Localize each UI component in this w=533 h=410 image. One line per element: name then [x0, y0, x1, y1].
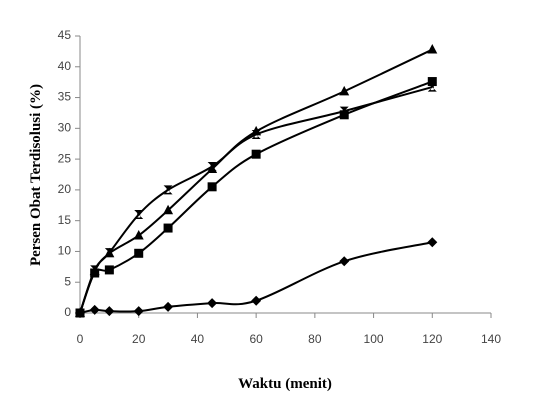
marker: [251, 129, 261, 139]
marker: [134, 210, 144, 220]
marker: [133, 229, 144, 240]
marker: [90, 265, 100, 275]
y-tick-label: 15: [58, 213, 72, 227]
marker: [163, 204, 174, 215]
series-line: [79, 80, 433, 314]
marker: [427, 237, 438, 248]
marker: [134, 248, 144, 258]
marker: [339, 256, 350, 267]
marker: [207, 182, 217, 192]
y-tick-label: 25: [58, 151, 72, 165]
y-tick-label: 35: [58, 90, 72, 104]
marker: [251, 149, 261, 159]
marker: [207, 298, 218, 309]
x-tick-label: 120: [422, 332, 442, 346]
y-tick-label: 5: [64, 274, 71, 288]
marker: [89, 304, 100, 315]
marker: [163, 223, 173, 233]
x-tick-label: 20: [132, 332, 146, 346]
x-tick-label: 60: [249, 332, 263, 346]
y-tick-label: 0: [64, 305, 71, 319]
y-tick-label: 30: [58, 121, 72, 135]
y-tick-label: 10: [58, 244, 72, 258]
marker: [104, 248, 114, 258]
marker: [163, 185, 173, 195]
marker: [104, 265, 114, 275]
series-line: [79, 48, 433, 314]
y-tick-label: 40: [58, 59, 72, 73]
y-tick-label: 45: [58, 28, 72, 42]
marker: [339, 106, 349, 116]
marker: [427, 82, 437, 92]
marker: [163, 301, 174, 312]
marker: [133, 306, 144, 317]
x-tick-label: 80: [308, 332, 322, 346]
y-axis-label: Persen Obat Terdisolusi (%): [28, 84, 44, 266]
marker: [339, 85, 350, 96]
x-axis-label: Waktu (menit): [238, 376, 332, 392]
marker: [104, 306, 115, 317]
marker: [207, 161, 217, 171]
series-line: [79, 86, 433, 314]
x-tick-label: 0: [77, 332, 84, 346]
x-tick-label: 40: [191, 332, 205, 346]
y-tick-label: 20: [58, 182, 72, 196]
x-tick-label: 140: [481, 332, 501, 346]
marker: [251, 295, 262, 306]
marker: [427, 44, 438, 54]
x-tick-label: 100: [364, 332, 384, 346]
marker: [75, 308, 85, 318]
series-line: [79, 241, 433, 314]
